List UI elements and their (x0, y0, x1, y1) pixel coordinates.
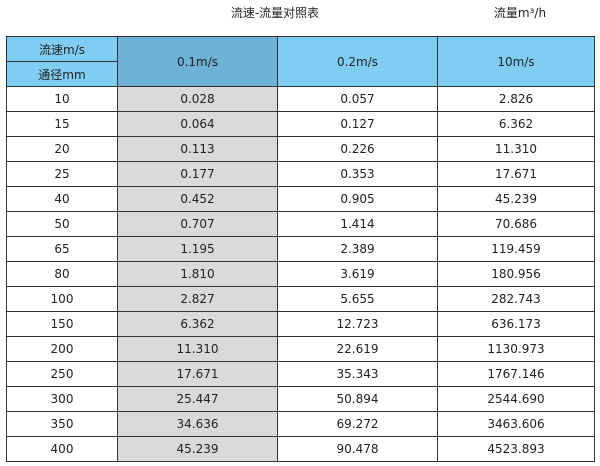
flow-cell: 0.127 (277, 111, 438, 137)
flow-cell: 11.310 (117, 336, 278, 362)
diameter-cell: 50 (6, 211, 118, 237)
flow-cell: 0.113 (117, 136, 278, 162)
table-row: 350 34.636 69.272 3463.606 (6, 411, 595, 437)
table-row: 40 0.452 0.905 45.239 (6, 186, 595, 212)
flow-cell: 2.827 (117, 286, 278, 312)
column-header: 0.1m/s (117, 36, 278, 87)
flow-cell: 1130.973 (437, 336, 595, 362)
speed-header: 流速m/s (6, 36, 118, 62)
table-row: 400 45.239 90.478 4523.893 (6, 436, 595, 462)
diameter-cell: 250 (6, 361, 118, 387)
flow-cell: 180.956 (437, 261, 595, 287)
table-row: 150 6.362 12.723 636.173 (6, 311, 595, 337)
table-row: 20 0.113 0.226 11.310 (6, 136, 595, 162)
flow-cell: 2544.690 (437, 386, 595, 412)
flow-cell: 636.173 (437, 311, 595, 337)
flow-cell: 0.905 (277, 186, 438, 212)
table-row: 250 17.671 35.343 1767.146 (6, 361, 595, 387)
flow-cell: 119.459 (437, 236, 595, 262)
flow-cell: 4523.893 (437, 436, 595, 462)
table-row: 25 0.177 0.353 17.671 (6, 161, 595, 187)
flow-cell: 3.619 (277, 261, 438, 287)
flow-cell: 0.707 (117, 211, 278, 237)
diameter-cell: 100 (6, 286, 118, 312)
flow-cell: 0.177 (117, 161, 278, 187)
table-title: 流速-流量对照表 (230, 6, 320, 20)
flow-cell: 2.826 (437, 86, 595, 112)
flow-cell: 5.655 (277, 286, 438, 312)
diameter-cell: 15 (6, 111, 118, 137)
flow-cell: 0.057 (277, 86, 438, 112)
flow-cell: 3463.606 (437, 411, 595, 437)
diameter-cell: 10 (6, 86, 118, 112)
flow-cell: 2.389 (277, 236, 438, 262)
flow-cell: 12.723 (277, 311, 438, 337)
flow-cell: 1.810 (117, 261, 278, 287)
table-row: 50 0.707 1.414 70.686 (6, 211, 595, 237)
flow-cell: 0.064 (117, 111, 278, 137)
flow-cell: 45.239 (437, 186, 595, 212)
flow-cell: 34.636 (117, 411, 278, 437)
table-row: 10 0.028 0.057 2.826 (6, 86, 595, 112)
diameter-cell: 25 (6, 161, 118, 187)
flow-cell: 22.619 (277, 336, 438, 362)
diameter-cell: 65 (6, 236, 118, 262)
table-row: 65 1.195 2.389 119.459 (6, 236, 595, 262)
flow-cell: 69.272 (277, 411, 438, 437)
flow-table: 流速m/s 0.1m/s 0.2m/s 10m/s 通径mm 10 0.028 0.… (6, 36, 595, 462)
flow-cell: 17.671 (437, 161, 595, 187)
flow-cell: 50.894 (277, 386, 438, 412)
diameter-cell: 40 (6, 186, 118, 212)
flow-cell: 1767.146 (437, 361, 595, 387)
flow-cell: 70.686 (437, 211, 595, 237)
flow-cell: 35.343 (277, 361, 438, 387)
table-row: 15 0.064 0.127 6.362 (6, 111, 595, 137)
diameter-cell: 350 (6, 411, 118, 437)
flow-cell: 17.671 (117, 361, 278, 387)
flow-cell: 1.195 (117, 236, 278, 262)
table-row: 300 25.447 50.894 2544.690 (6, 386, 595, 412)
diameter-cell: 300 (6, 386, 118, 412)
table-row: 80 1.810 3.619 180.956 (6, 261, 595, 287)
diameter-cell: 200 (6, 336, 118, 362)
table-row: 200 11.310 22.619 1130.973 (6, 336, 595, 362)
flow-cell: 11.310 (437, 136, 595, 162)
flow-cell: 0.353 (277, 161, 438, 187)
flow-cell: 0.226 (277, 136, 438, 162)
column-header: 0.2m/s (277, 36, 438, 87)
flow-cell: 25.447 (117, 386, 278, 412)
flow-cell: 0.452 (117, 186, 278, 212)
unit-label: 流量m³/h (493, 6, 547, 20)
column-header: 10m/s (437, 36, 595, 87)
diameter-cell: 400 (6, 436, 118, 462)
diameter-cell: 80 (6, 261, 118, 287)
diameter-cell: 150 (6, 311, 118, 337)
flow-cell: 1.414 (277, 211, 438, 237)
flow-cell: 282.743 (437, 286, 595, 312)
flow-cell: 6.362 (437, 111, 595, 137)
flow-cell: 45.239 (117, 436, 278, 462)
table-row: 100 2.827 5.655 282.743 (6, 286, 595, 312)
diameter-cell: 20 (6, 136, 118, 162)
flow-cell: 0.028 (117, 86, 278, 112)
flow-cell: 90.478 (277, 436, 438, 462)
flow-cell: 6.362 (117, 311, 278, 337)
diameter-header: 通径mm (6, 61, 118, 87)
